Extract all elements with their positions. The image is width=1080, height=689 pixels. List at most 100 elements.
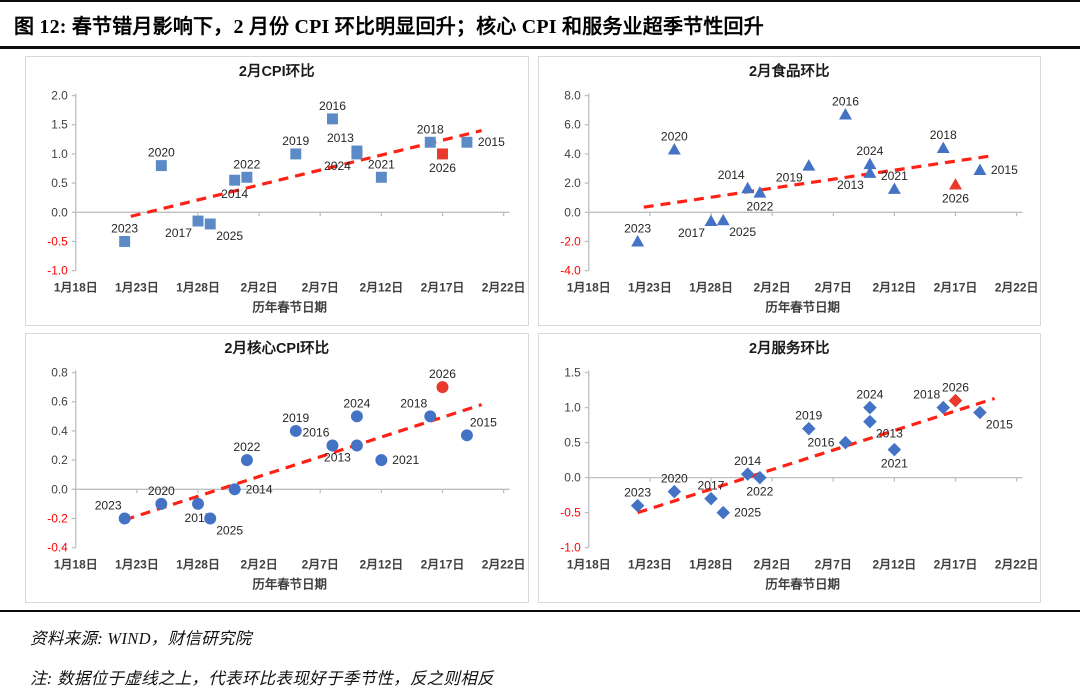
y-tick-label: 1.0 [564,401,581,415]
data-point-2016 [326,113,338,125]
point-label-2014: 2014 [734,454,761,468]
data-point-2021 [887,182,901,194]
data-point-2022 [752,186,766,198]
y-tick-label: -2.0 [560,234,581,248]
data-point-2023 [630,235,644,247]
x-tick-label: 2月22日 [482,558,526,572]
chart-title-food: 2月食品环比 [748,64,830,80]
data-point-2026 [436,381,449,394]
y-tick-label: 0.4 [51,424,68,438]
x-tick-label: 2月12日 [872,281,916,295]
data-point-2025 [715,505,730,520]
y-tick-label: 1.0 [51,147,68,161]
y-tick-label: 0.6 [51,395,68,409]
y-tick-label: -0.5 [560,506,581,520]
x-axis: 1月18日 1月23日 1月28日 2月2日 2月7日 2月12日 2月17日 2月22日 [566,476,1038,572]
point-label-2025: 2025 [216,229,243,243]
x-axis-title: 历年春节日期 [252,299,327,314]
point-label-2018: 2018 [929,128,956,142]
trend-line [124,403,483,522]
x-tick-label: 2月17日 [421,281,465,295]
point-label-2025: 2025 [734,506,761,520]
y-tick-label: 0.0 [564,205,581,219]
x-axis: 1月18日 1月23日 1月28日 2月2日 2月7日 2月12日 2月17日 2月22日 [566,211,1038,295]
data-point-2021 [375,454,388,467]
data-point-2020 [155,497,168,510]
point-label-2020: 2020 [148,484,175,498]
x-axis-title: 历年春节日期 [765,299,840,314]
x-tick-label: 1月18日 [566,558,610,572]
x-tick-label: 2月12日 [359,558,403,572]
data-point-2015 [972,163,986,175]
x-tick-label: 2月17日 [421,558,465,572]
point-label-2019: 2019 [282,411,309,425]
y-axis: 2.0 1.5 1.0 0.5 0.0 -0.5 -1.0 [47,89,77,278]
x-axis: 1月18日 1月23日 1月28日 2月2日 2月7日 2月12日 2月17日 2月22日 [54,488,526,572]
data-point-2026 [948,178,962,190]
x-tick-label: 2月2日 [241,281,278,295]
point-label-2015: 2015 [470,415,497,429]
x-tick-label: 2月7日 [814,558,851,572]
point-label-2020: 2020 [660,472,687,486]
data-point-2020 [667,484,681,499]
x-tick-label: 2月22日 [994,558,1038,572]
data-point-2022 [240,454,253,467]
x-tick-label: 2月2日 [753,558,790,572]
data-point-2020 [667,143,681,155]
point-label-2019: 2019 [282,134,309,148]
data-point-2014 [740,181,754,194]
y-tick-label: 0.2 [51,453,68,467]
point-label-2017: 2017 [697,479,724,493]
point-label-2016: 2016 [831,95,858,109]
y-axis: 1.5 1.0 0.5 0.0 -0.5 -1.0 [560,366,589,555]
y-tick-label: 8.0 [564,89,581,103]
figure-header: 图 12: 春节错月影响下，2 月份 CPI 环比明显回升；核心 CPI 和服务… [0,2,1080,46]
y-tick-label: -1.0 [560,541,581,555]
point-label-2024: 2024 [343,396,370,410]
chart-canvas-services: 1.5 1.0 0.5 0.0 -0.5 -1.0 1月18日 1月23日 1月28日 2月2日 2… [560,366,1038,592]
x-axis: 1月18日 1月23日 1月28日 2月2日 2月7日 2月12日 2月17日 2月22日 [54,211,526,295]
y-tick-label: 0.0 [51,205,68,219]
point-label-2021: 2021 [880,457,907,471]
point-label-2013: 2013 [836,178,863,192]
chart-title-services: 2月服务环比 [748,341,830,357]
x-tick-label: 2月17日 [933,281,977,295]
data-point-2018 [424,410,437,423]
data-point-2019 [290,148,302,160]
chart-panel-services: 2月服务环比 1.5 1.0 0.5 0.0 -0.5 -1.0 1月18日 1月23日 1月28… [537,333,1041,603]
chart-panel-food: 2月食品环比 8.0 6.0 4.0 2.0 0.0 -2.0 -4.0 1月18日 1月23日 1… [537,56,1041,326]
point-label-2026: 2026 [941,191,968,205]
point-label-2025: 2025 [216,523,243,537]
chart-title-core_cpi: 2月核心CPI环比 [224,341,330,357]
x-tick-label: 2月12日 [872,558,916,572]
point-label-2021: 2021 [880,169,907,183]
point-label-2019: 2019 [795,409,822,423]
point-label-2014: 2014 [246,482,273,496]
y-tick-label: 0.0 [51,482,68,496]
chart-panel-core_cpi: 2月核心CPI环比 0.8 0.6 0.4 0.2 0.0 -0.2 -0.4 1月18日 1月2… [25,333,529,603]
data-point-2018 [935,400,950,415]
data-point-2016 [326,439,339,452]
data-point-2022 [241,171,253,183]
x-tick-label: 2月22日 [994,281,1038,295]
point-label-2017: 2017 [185,511,212,525]
data-point-2015 [460,429,473,442]
y-tick-label: 4.0 [564,147,581,161]
point-label-2019: 2019 [775,171,802,185]
y-tick-label: -0.5 [47,234,68,248]
x-tick-label: 2月7日 [302,558,339,572]
data-point-2021 [887,442,901,457]
data-point-2017 [703,491,718,506]
data-point-2018 [936,141,950,154]
point-label-2023: 2023 [624,486,651,500]
point-label-2014: 2014 [221,187,248,201]
data-point-2018 [424,136,436,148]
y-tick-label: 0.8 [51,366,68,380]
figure-title: 图 12: 春节错月影响下，2 月份 CPI 环比明显回升；核心 CPI 和服务… [14,16,764,38]
y-tick-label: 0.0 [564,471,581,485]
data-point-2019 [289,424,302,437]
y-tick-label: 0.5 [51,176,68,190]
trend-line [636,396,995,515]
trend-line [643,153,995,209]
point-label-2022: 2022 [233,157,260,171]
